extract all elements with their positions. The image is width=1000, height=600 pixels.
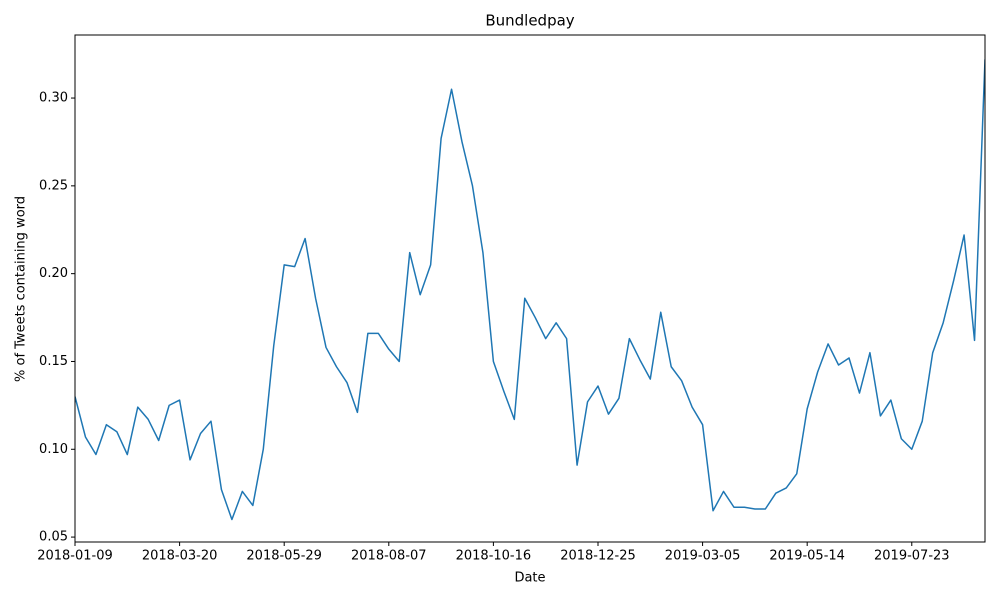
y-tick-label: 0.05 <box>39 530 68 545</box>
plot-frame <box>74 34 986 543</box>
y-tick-label: 0.25 <box>39 178 68 193</box>
y-axis-label: % of Tweets containing word <box>14 196 29 382</box>
chart-title: Bundledpay <box>485 12 574 30</box>
x-tick-label: 2018-10-16 <box>456 549 532 564</box>
x-tick-label: 2019-07-23 <box>874 549 950 564</box>
x-tick-label: 2018-05-29 <box>246 549 322 564</box>
x-tick-label: 2018-12-25 <box>560 549 636 564</box>
y-tick-label: 0.15 <box>39 354 68 369</box>
x-tick-label: 2018-01-09 <box>37 549 113 564</box>
x-tick-label: 2019-05-14 <box>769 549 845 564</box>
data-line <box>75 59 985 521</box>
y-tick-label: 0.30 <box>39 91 68 106</box>
x-tick-label: 2018-03-20 <box>142 549 218 564</box>
y-tick-label: 0.10 <box>39 442 68 457</box>
x-tick-label: 2018-08-07 <box>351 549 427 564</box>
y-tick-label: 0.20 <box>39 266 68 281</box>
x-axis-label: Date <box>514 571 545 586</box>
x-tick-label: 2019-03-05 <box>665 549 741 564</box>
